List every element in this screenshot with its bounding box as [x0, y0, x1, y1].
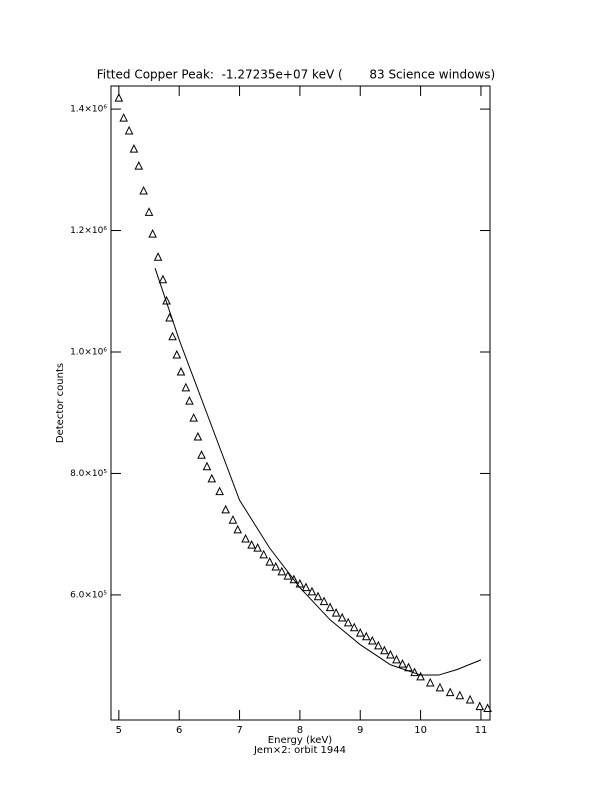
data-point	[241, 533, 250, 543]
data-point	[361, 631, 371, 641]
data-point	[398, 659, 407, 668]
data-point	[172, 349, 182, 359]
y-tick-label: 8.0×10⁵	[70, 469, 107, 479]
x-tick-label: 7	[236, 725, 242, 736]
data-point	[207, 473, 217, 483]
data-point	[158, 274, 168, 284]
x-tick-label: 5	[116, 725, 122, 736]
data-point	[465, 694, 475, 704]
data-point	[119, 113, 128, 122]
data-point	[124, 125, 134, 135]
x-tick-label: 8	[297, 725, 303, 736]
data-point	[168, 331, 177, 341]
data-point	[114, 93, 124, 102]
data-point	[197, 450, 206, 459]
data-point	[265, 556, 275, 566]
data-point	[325, 602, 335, 612]
data-point	[139, 185, 148, 195]
data-point	[475, 701, 485, 711]
data-point	[259, 549, 268, 559]
data-point	[185, 396, 194, 405]
data-point	[215, 486, 224, 496]
data-point	[289, 574, 299, 584]
data-point	[416, 671, 425, 681]
data-point	[271, 561, 281, 571]
x-tick-label: 6	[176, 725, 182, 736]
data-point	[368, 635, 377, 645]
data-point	[148, 229, 157, 238]
data-point	[176, 366, 186, 376]
x-tick-label: 11	[475, 725, 488, 736]
chart-title: Fitted Copper Peak: -1.27235e+07 keV ( 8…	[97, 68, 496, 82]
data-point	[386, 649, 395, 659]
fit-line	[154, 268, 482, 676]
data-point	[233, 524, 243, 534]
data-point	[355, 628, 365, 637]
data-point	[380, 645, 389, 655]
data-point	[331, 608, 341, 617]
data-point	[445, 687, 455, 697]
data-point	[221, 504, 230, 514]
y-tick-label: 1.2×10⁶	[70, 226, 107, 236]
data-point	[349, 622, 359, 632]
y-tick-label: 1.0×10⁶	[70, 347, 107, 357]
data-point	[483, 703, 492, 712]
data-point	[301, 582, 311, 592]
data-point	[392, 654, 401, 664]
data-point	[193, 431, 203, 441]
data-point	[247, 539, 256, 549]
data-point	[343, 617, 353, 627]
data-point	[253, 543, 262, 552]
data-point	[295, 578, 305, 588]
data-point	[202, 461, 212, 471]
plot-frame	[110, 85, 491, 721]
data-point	[319, 596, 329, 606]
data-point	[144, 207, 154, 216]
x-tick-label: 9	[357, 725, 363, 736]
data-point	[425, 677, 435, 687]
data-point	[153, 252, 163, 261]
data-point	[307, 586, 317, 596]
y-tick-label: 1.4×10⁶	[70, 105, 107, 115]
data-point	[455, 690, 465, 700]
y-tick-label: 6.0×10⁵	[70, 590, 107, 600]
data-point	[283, 570, 293, 580]
data-point	[277, 566, 287, 576]
data-point	[181, 382, 191, 392]
x-axis-label: Energy (keV)	[268, 735, 333, 746]
data-point	[162, 295, 171, 305]
x-tick-label: 10	[414, 725, 427, 736]
data-point	[313, 591, 323, 601]
data-point	[134, 161, 144, 170]
data-point	[374, 640, 383, 650]
data-point	[435, 682, 445, 692]
data-point	[189, 413, 198, 422]
data-point	[228, 515, 238, 524]
y-axis-label: Detector counts	[55, 363, 66, 443]
subtitle: Jem×2: orbit 1944	[253, 745, 346, 756]
data-point	[129, 144, 139, 153]
data-point	[337, 612, 347, 622]
